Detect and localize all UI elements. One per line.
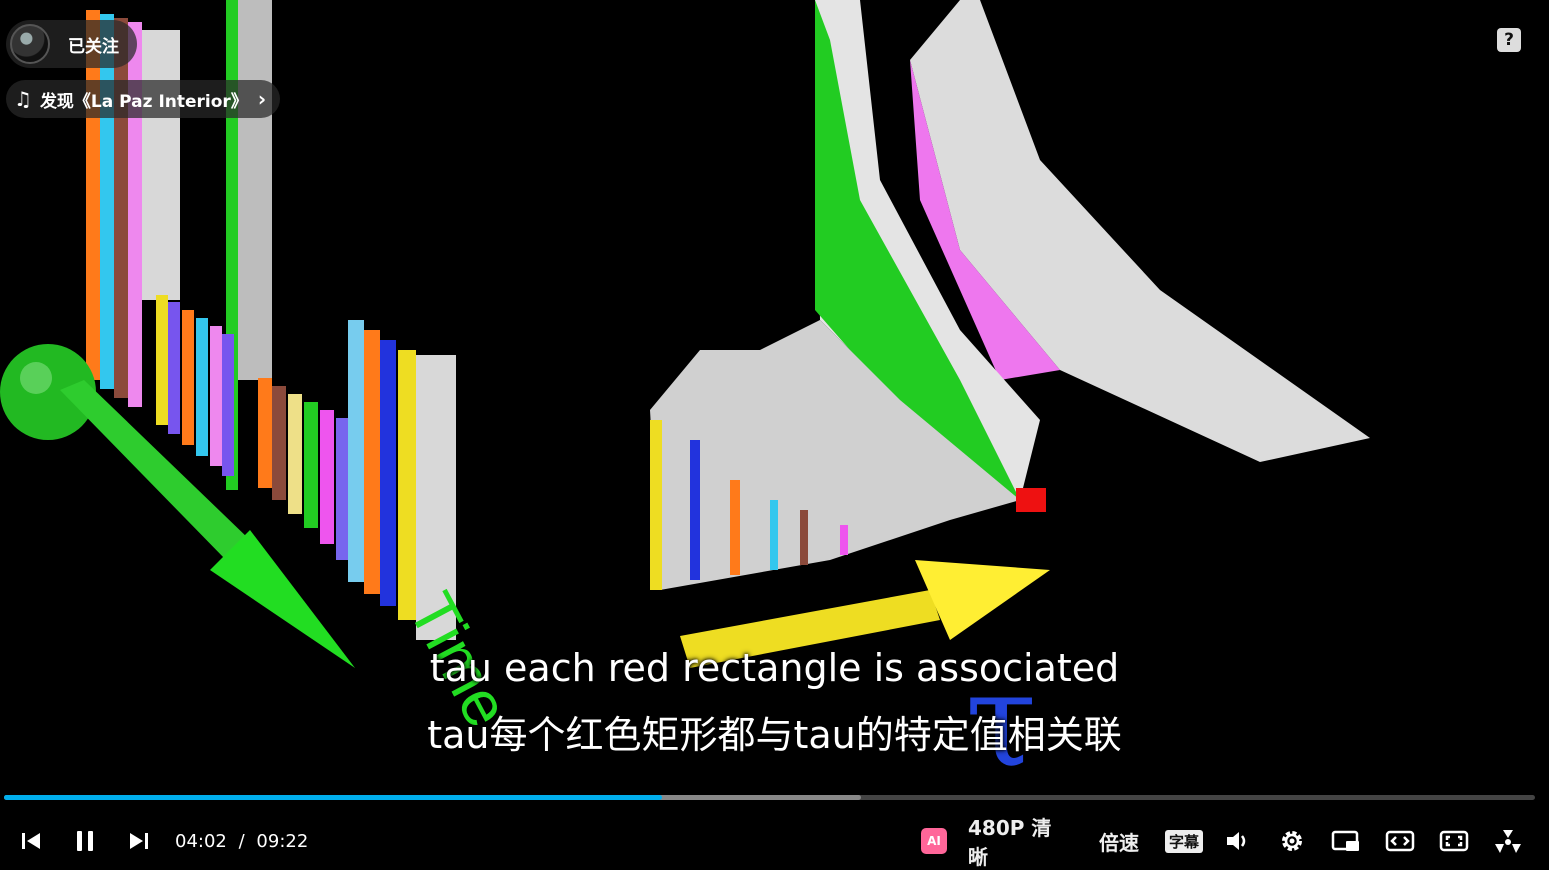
right-surface [650, 0, 1370, 590]
previous-icon [22, 833, 40, 849]
uploader-follow-pill[interactable]: 已关注 [6, 20, 137, 68]
fullscreen-icon [1439, 830, 1469, 852]
previous-button[interactable] [18, 826, 44, 856]
time-separator: / [238, 831, 245, 852]
time-display: 04:02 / 09:22 [175, 831, 308, 852]
fullscreen-button[interactable] [1438, 826, 1470, 856]
ai-translate-icon: AI [921, 828, 947, 854]
fan-icon [1495, 830, 1521, 853]
ai-subtitle-button[interactable]: AI [921, 826, 947, 856]
subtitle-english: tau each red rectangle is associated [429, 646, 1120, 690]
current-time: 04:02 [175, 831, 227, 852]
pause-icon [77, 831, 93, 851]
pause-button[interactable] [72, 826, 98, 856]
duration: 09:22 [256, 831, 309, 852]
music-discovery-pill[interactable]: ♫ 发现《La Paz Interior》 › [6, 80, 281, 118]
volume-icon [1227, 832, 1246, 850]
avatar[interactable] [10, 24, 50, 64]
subtitle-button[interactable]: 字幕 [1164, 826, 1204, 856]
quality-button[interactable]: 480P 清晰 [968, 816, 1052, 869]
subtitle-chinese: tau每个红色矩形都与tau的特定值相关联 [427, 713, 1122, 757]
tau-axis-label: τ [965, 644, 1037, 796]
follow-status-label[interactable]: 已关注 [68, 36, 119, 57]
progress-bar[interactable] [4, 795, 1535, 800]
player-controls: 04:02 / 09:22 AI 480P 清晰 倍速 字幕 [0, 812, 1549, 870]
music-label: 发现《La Paz Interior》 [39, 91, 248, 112]
picture-in-picture-icon [1331, 830, 1359, 851]
speed-button[interactable]: 倍速 [1099, 830, 1139, 855]
gear-icon [1282, 831, 1302, 851]
volume-button[interactable] [1224, 826, 1252, 856]
picture-in-picture-button[interactable] [1330, 826, 1362, 856]
settings-button[interactable] [1278, 826, 1306, 856]
help-icon[interactable]: ? [1497, 28, 1521, 52]
subtitle-label: 字幕 [1164, 829, 1203, 853]
time-axis-arrow [0, 344, 355, 668]
tau-axis-arrow [680, 560, 1050, 668]
music-note-icon: ♫ [14, 87, 32, 111]
chevron-right-icon: › [257, 87, 267, 111]
extra-menu-button[interactable] [1492, 826, 1524, 856]
progress-played [4, 795, 663, 800]
widescreen-icon [1385, 830, 1415, 852]
next-button[interactable] [126, 826, 152, 856]
next-icon [130, 833, 148, 849]
widescreen-button[interactable] [1384, 826, 1416, 856]
